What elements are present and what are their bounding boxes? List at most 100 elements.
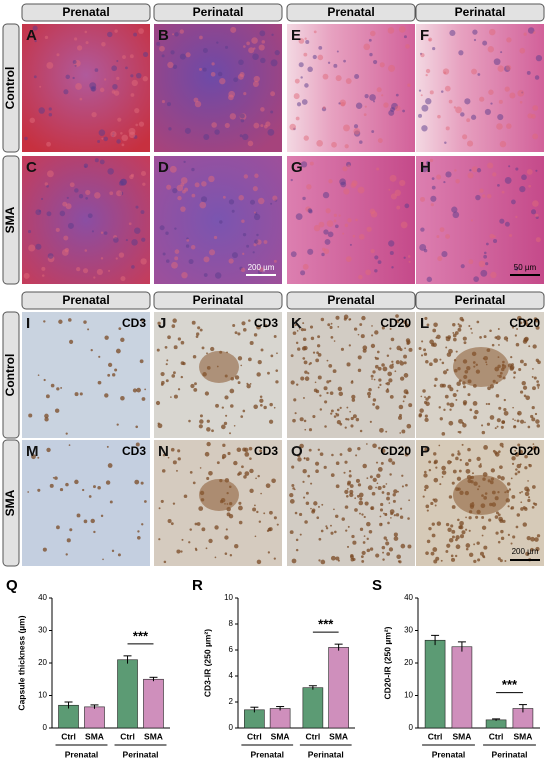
tissue-texture — [361, 550, 366, 556]
tissue-texture — [390, 517, 392, 519]
tissue-texture — [424, 414, 428, 418]
tissue-texture — [532, 133, 539, 140]
tissue-texture — [514, 472, 518, 476]
tissue-texture — [239, 113, 245, 119]
tissue-texture — [432, 547, 438, 552]
tissue-texture — [476, 541, 480, 545]
tissue-texture — [373, 378, 376, 381]
tissue-texture — [478, 260, 486, 268]
tissue-texture — [504, 86, 510, 92]
tissue-texture — [316, 139, 323, 147]
tissue-texture — [495, 531, 499, 535]
tissue-texture — [513, 371, 517, 375]
tissue-texture — [78, 193, 84, 199]
tissue-texture — [109, 191, 114, 196]
tissue-texture — [167, 61, 174, 69]
tissue-texture — [428, 468, 432, 472]
tissue-texture — [483, 545, 488, 550]
tissue-texture — [173, 345, 178, 350]
tissue-texture — [303, 457, 306, 460]
tissue-texture — [481, 525, 487, 530]
tissue-texture — [431, 522, 435, 526]
tissue-texture — [425, 160, 431, 166]
y-tick-label: 30 — [38, 626, 47, 635]
tissue-texture — [373, 100, 376, 103]
tissue-texture — [527, 425, 531, 429]
tissue-texture — [372, 398, 377, 402]
tissue-texture — [117, 553, 121, 557]
tissue-texture — [215, 403, 219, 408]
tissue-texture — [177, 449, 181, 453]
tissue-texture — [120, 395, 125, 401]
tissue-texture — [487, 402, 491, 406]
tissue-texture — [165, 231, 169, 235]
tissue-texture — [388, 188, 391, 191]
tissue-texture — [348, 474, 352, 478]
error-bar — [64, 701, 73, 709]
tissue-texture — [395, 93, 399, 97]
micrograph — [287, 24, 415, 152]
tissue-texture — [345, 417, 348, 421]
tissue-texture — [199, 201, 207, 209]
tissue-texture — [296, 453, 301, 458]
tissue-texture — [500, 476, 505, 481]
tissue-texture — [424, 447, 429, 452]
tissue-texture — [229, 554, 233, 557]
tissue-texture — [383, 536, 387, 540]
tissue-texture — [463, 385, 466, 389]
tissue-texture — [259, 398, 264, 403]
tissue-texture — [365, 269, 372, 276]
tissue-texture — [302, 263, 309, 270]
tissue-texture — [208, 175, 215, 183]
tissue-texture — [337, 386, 343, 392]
tissue-texture — [193, 387, 198, 392]
tissue-texture — [349, 489, 354, 494]
tissue-texture — [37, 456, 40, 459]
tissue-texture — [217, 71, 223, 77]
tissue-texture — [28, 244, 36, 252]
tissue-texture — [500, 536, 505, 541]
bar — [269, 708, 291, 729]
tissue-texture — [445, 522, 450, 527]
tissue-texture — [503, 407, 507, 412]
tissue-texture — [347, 418, 350, 421]
tissue-texture — [384, 513, 388, 517]
tissue-texture — [403, 361, 407, 365]
tissue-texture — [494, 451, 498, 455]
tissue-texture — [249, 382, 252, 385]
tissue-texture — [452, 469, 457, 474]
tissue-texture — [174, 227, 177, 230]
tissue-texture — [254, 173, 259, 178]
tissue-texture — [174, 249, 180, 254]
tissue-texture — [244, 452, 250, 457]
column-header: Perinatal — [455, 5, 506, 19]
tissue-texture — [260, 348, 264, 352]
tissue-texture — [358, 274, 363, 280]
tissue-texture — [260, 124, 264, 128]
tissue-texture — [437, 256, 443, 262]
tissue-texture — [269, 510, 273, 515]
tissue-texture — [328, 363, 333, 368]
tissue-texture — [301, 99, 308, 105]
tissue-texture — [58, 319, 63, 324]
tissue-texture — [425, 68, 431, 74]
tissue-texture — [359, 140, 363, 144]
tissue-texture — [333, 219, 337, 223]
tissue-texture — [452, 392, 457, 398]
tissue-texture — [473, 276, 480, 282]
scale-bar-label: 200 µm — [512, 547, 539, 556]
tissue-texture — [348, 470, 352, 473]
tissue-texture — [536, 534, 541, 538]
tissue-texture — [94, 192, 101, 199]
tissue-texture — [385, 541, 390, 546]
tissue-texture — [441, 432, 446, 436]
tissue-texture — [395, 360, 400, 365]
tissue-texture — [129, 54, 134, 59]
tissue-texture — [394, 189, 401, 197]
tissue-texture — [532, 200, 539, 207]
tissue-texture — [168, 127, 172, 131]
tissue-texture — [82, 268, 89, 274]
header-box — [153, 291, 283, 310]
tissue-texture — [292, 331, 297, 335]
tissue-texture — [347, 488, 349, 490]
